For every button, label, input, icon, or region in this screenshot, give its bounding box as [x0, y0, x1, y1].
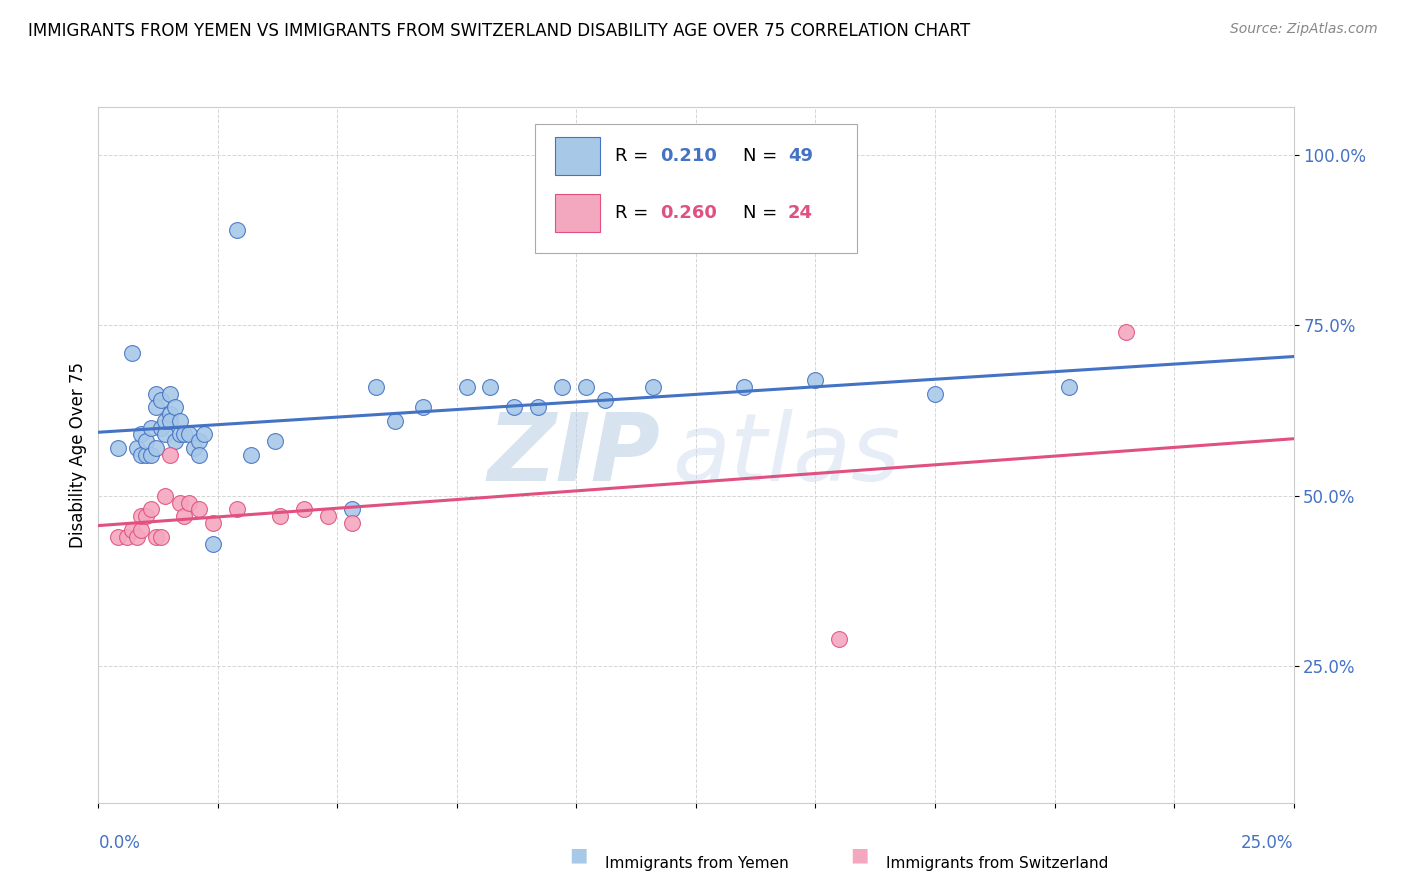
Point — [159, 414, 181, 428]
Point — [183, 441, 205, 455]
Point — [340, 502, 363, 516]
FancyBboxPatch shape — [534, 125, 858, 253]
Y-axis label: Disability Age Over 75: Disability Age Over 75 — [69, 362, 87, 548]
Point — [131, 523, 153, 537]
Text: 0.0%: 0.0% — [98, 834, 141, 852]
Point — [828, 632, 851, 646]
Point — [139, 448, 162, 462]
Point — [163, 434, 186, 449]
Point — [226, 502, 249, 516]
Text: 0.210: 0.210 — [661, 147, 717, 165]
Point — [131, 509, 153, 524]
Text: ■: ■ — [851, 846, 869, 864]
Point — [155, 427, 177, 442]
Point — [149, 420, 172, 434]
Point — [187, 502, 209, 516]
Point — [269, 509, 291, 524]
Point — [149, 530, 172, 544]
Text: N =: N = — [742, 147, 783, 165]
Point — [115, 530, 138, 544]
Text: R =: R = — [614, 203, 654, 222]
Point — [264, 434, 287, 449]
Point — [456, 380, 478, 394]
Point — [479, 380, 502, 394]
Point — [135, 448, 157, 462]
Point — [145, 530, 167, 544]
Point — [364, 380, 387, 394]
Text: ■: ■ — [569, 846, 588, 864]
Point — [139, 420, 162, 434]
Point — [121, 523, 143, 537]
Point — [173, 509, 195, 524]
Text: 0.260: 0.260 — [661, 203, 717, 222]
Text: Immigrants from Switzerland: Immigrants from Switzerland — [886, 856, 1108, 871]
Point — [169, 414, 191, 428]
Point — [159, 448, 181, 462]
Point — [226, 223, 249, 237]
Point — [159, 386, 181, 401]
Text: atlas: atlas — [672, 409, 900, 500]
Point — [107, 441, 129, 455]
Point — [733, 380, 755, 394]
FancyBboxPatch shape — [555, 194, 600, 232]
Point — [1115, 325, 1137, 339]
Text: 25.0%: 25.0% — [1241, 834, 1294, 852]
Point — [125, 530, 148, 544]
Point — [155, 414, 177, 428]
Point — [121, 345, 143, 359]
Text: Source: ZipAtlas.com: Source: ZipAtlas.com — [1230, 22, 1378, 37]
Point — [202, 516, 225, 530]
Point — [202, 536, 225, 550]
Point — [527, 400, 550, 414]
Point — [169, 496, 191, 510]
Point — [384, 414, 406, 428]
Point — [804, 373, 827, 387]
Point — [135, 434, 157, 449]
Text: IMMIGRANTS FROM YEMEN VS IMMIGRANTS FROM SWITZERLAND DISABILITY AGE OVER 75 CORR: IMMIGRANTS FROM YEMEN VS IMMIGRANTS FROM… — [28, 22, 970, 40]
Point — [187, 448, 209, 462]
Point — [139, 502, 162, 516]
Point — [551, 380, 574, 394]
Point — [131, 427, 153, 442]
FancyBboxPatch shape — [555, 137, 600, 175]
Text: 24: 24 — [787, 203, 813, 222]
Point — [340, 516, 363, 530]
Point — [292, 502, 315, 516]
Text: ZIP: ZIP — [488, 409, 661, 501]
Point — [135, 509, 157, 524]
Point — [125, 441, 148, 455]
Point — [575, 380, 598, 394]
Point — [179, 496, 201, 510]
Point — [149, 393, 172, 408]
Point — [163, 400, 186, 414]
Point — [641, 380, 664, 394]
Point — [169, 427, 191, 442]
Point — [187, 434, 209, 449]
Point — [593, 393, 616, 408]
Point — [316, 509, 339, 524]
Point — [145, 386, 167, 401]
Text: R =: R = — [614, 147, 654, 165]
Text: 49: 49 — [787, 147, 813, 165]
Point — [240, 448, 263, 462]
Point — [107, 530, 129, 544]
Point — [155, 489, 177, 503]
Point — [131, 448, 153, 462]
Text: Immigrants from Yemen: Immigrants from Yemen — [605, 856, 789, 871]
Point — [924, 386, 946, 401]
Point — [145, 441, 167, 455]
Point — [179, 427, 201, 442]
Point — [1057, 380, 1080, 394]
Point — [503, 400, 526, 414]
Text: N =: N = — [742, 203, 783, 222]
Point — [173, 427, 195, 442]
Point — [412, 400, 434, 414]
Point — [159, 407, 181, 421]
Point — [193, 427, 215, 442]
Point — [145, 400, 167, 414]
